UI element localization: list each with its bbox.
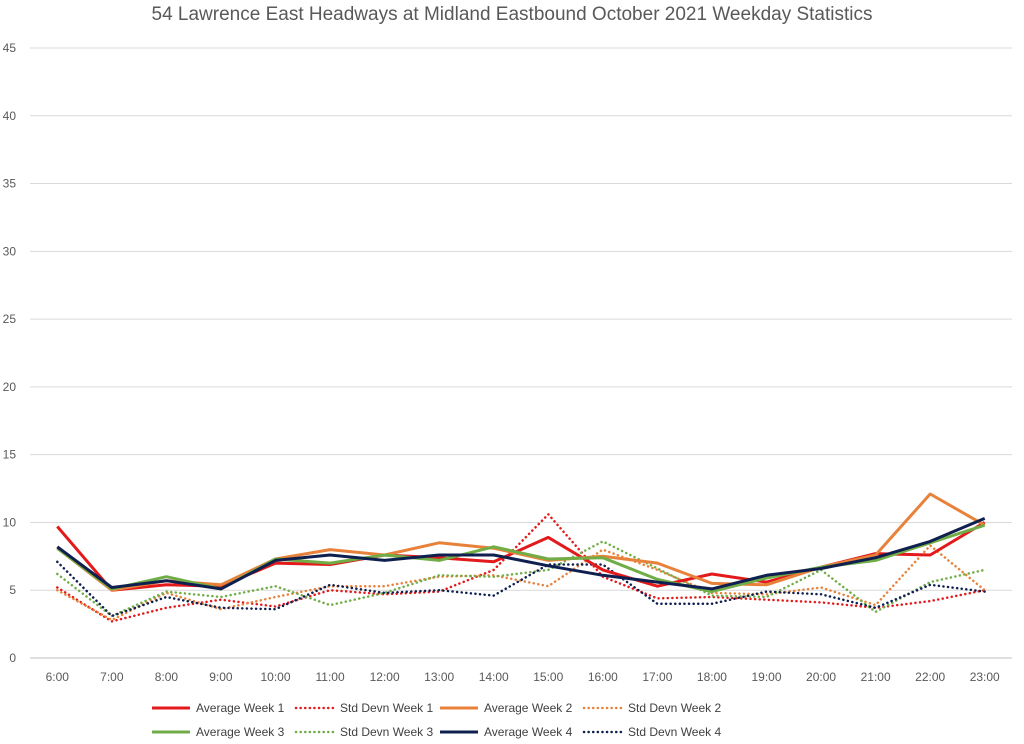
x-tick-label: 21:00 [861, 670, 891, 684]
x-tick-label: 7:00 [100, 670, 124, 684]
legend-label: Average Week 1 [196, 701, 285, 715]
x-tick-label: 19:00 [751, 670, 781, 684]
x-tick-label: 12:00 [370, 670, 400, 684]
series-line-average-week-2 [56, 492, 986, 592]
legend-item: Std Devn Week 3 [294, 725, 438, 739]
y-tick-label: 0 [9, 651, 16, 665]
legend-swatch [294, 730, 336, 734]
legend-item: Average Week 3 [150, 725, 294, 739]
series-lines [56, 492, 986, 623]
legend-swatch [440, 706, 478, 710]
y-tick-label: 5 [9, 583, 16, 597]
x-tick-label: 14:00 [479, 670, 509, 684]
x-tick-label: 13:00 [424, 670, 454, 684]
legend-label: Std Devn Week 4 [628, 725, 722, 739]
legend-item: Std Devn Week 2 [582, 701, 726, 715]
legend-label: Average Week 3 [196, 725, 285, 739]
legend-label: Std Devn Week 1 [340, 701, 434, 715]
x-tick-label: 10:00 [260, 670, 290, 684]
y-axis-ticks: 0 5 10 15 20 25 30 35 40 45 [3, 41, 17, 665]
series-line-std-devn-week-1 [56, 512, 986, 623]
legend-label: Std Devn Week 3 [340, 725, 434, 739]
legend-item: Average Week 2 [438, 701, 582, 715]
legend-label: Average Week 2 [484, 701, 573, 715]
legend-item: Std Devn Week 4 [582, 725, 726, 739]
y-tick-label: 20 [3, 380, 17, 394]
y-tick-label: 35 [3, 177, 17, 191]
x-tick-label: 6:00 [46, 670, 70, 684]
series-line-average-week-4 [56, 517, 986, 591]
chart-title: 54 Lawrence East Headways at Midland Eas… [151, 4, 873, 25]
legend-row: Average Week 3 Std Devn Week 3 Average Wee… [150, 720, 874, 744]
y-tick-label: 30 [3, 244, 17, 258]
legend-swatch [152, 706, 190, 710]
x-tick-label: 8:00 [155, 670, 179, 684]
x-tick-label: 20:00 [806, 670, 836, 684]
series-line-std-devn-week-2 [56, 543, 986, 622]
legend-label: Std Devn Week 2 [628, 701, 722, 715]
legend-swatch [294, 706, 336, 710]
x-axis-ticks: 6:00 7:00 8:00 9:00 10:00 11:00 12:00 13:00 14:0… [46, 670, 1000, 684]
x-tick-label: 11:00 [315, 670, 344, 684]
legend-label: Average Week 4 [484, 725, 573, 739]
legend-swatch [440, 730, 478, 734]
legend: Average Week 1 Std Devn Week 1 Average Wee… [150, 696, 874, 744]
legend-swatch [582, 706, 624, 710]
gridlines [30, 47, 1012, 659]
x-tick-label: 15:00 [533, 670, 563, 684]
y-tick-label: 25 [3, 312, 17, 326]
y-tick-label: 10 [3, 515, 17, 529]
y-tick-label: 15 [3, 448, 17, 462]
legend-item: Average Week 1 [150, 701, 294, 715]
y-tick-label: 45 [3, 41, 17, 55]
x-tick-label: 18:00 [697, 670, 727, 684]
series-line-std-devn-week-4 [56, 560, 986, 618]
legend-row: Average Week 1 Std Devn Week 1 Average Wee… [150, 696, 874, 720]
legend-item: Std Devn Week 1 [294, 701, 438, 715]
x-tick-label: 9:00 [209, 670, 233, 684]
y-tick-label: 40 [3, 109, 17, 123]
legend-swatch [582, 730, 624, 734]
x-tick-label: 22:00 [915, 670, 945, 684]
legend-item: Average Week 4 [438, 725, 582, 739]
x-tick-label: 16:00 [588, 670, 618, 684]
series-line-std-devn-week-3 [56, 539, 986, 618]
x-tick-label: 23:00 [970, 670, 1000, 684]
x-tick-label: 17:00 [642, 670, 672, 684]
legend-swatch [152, 730, 190, 734]
